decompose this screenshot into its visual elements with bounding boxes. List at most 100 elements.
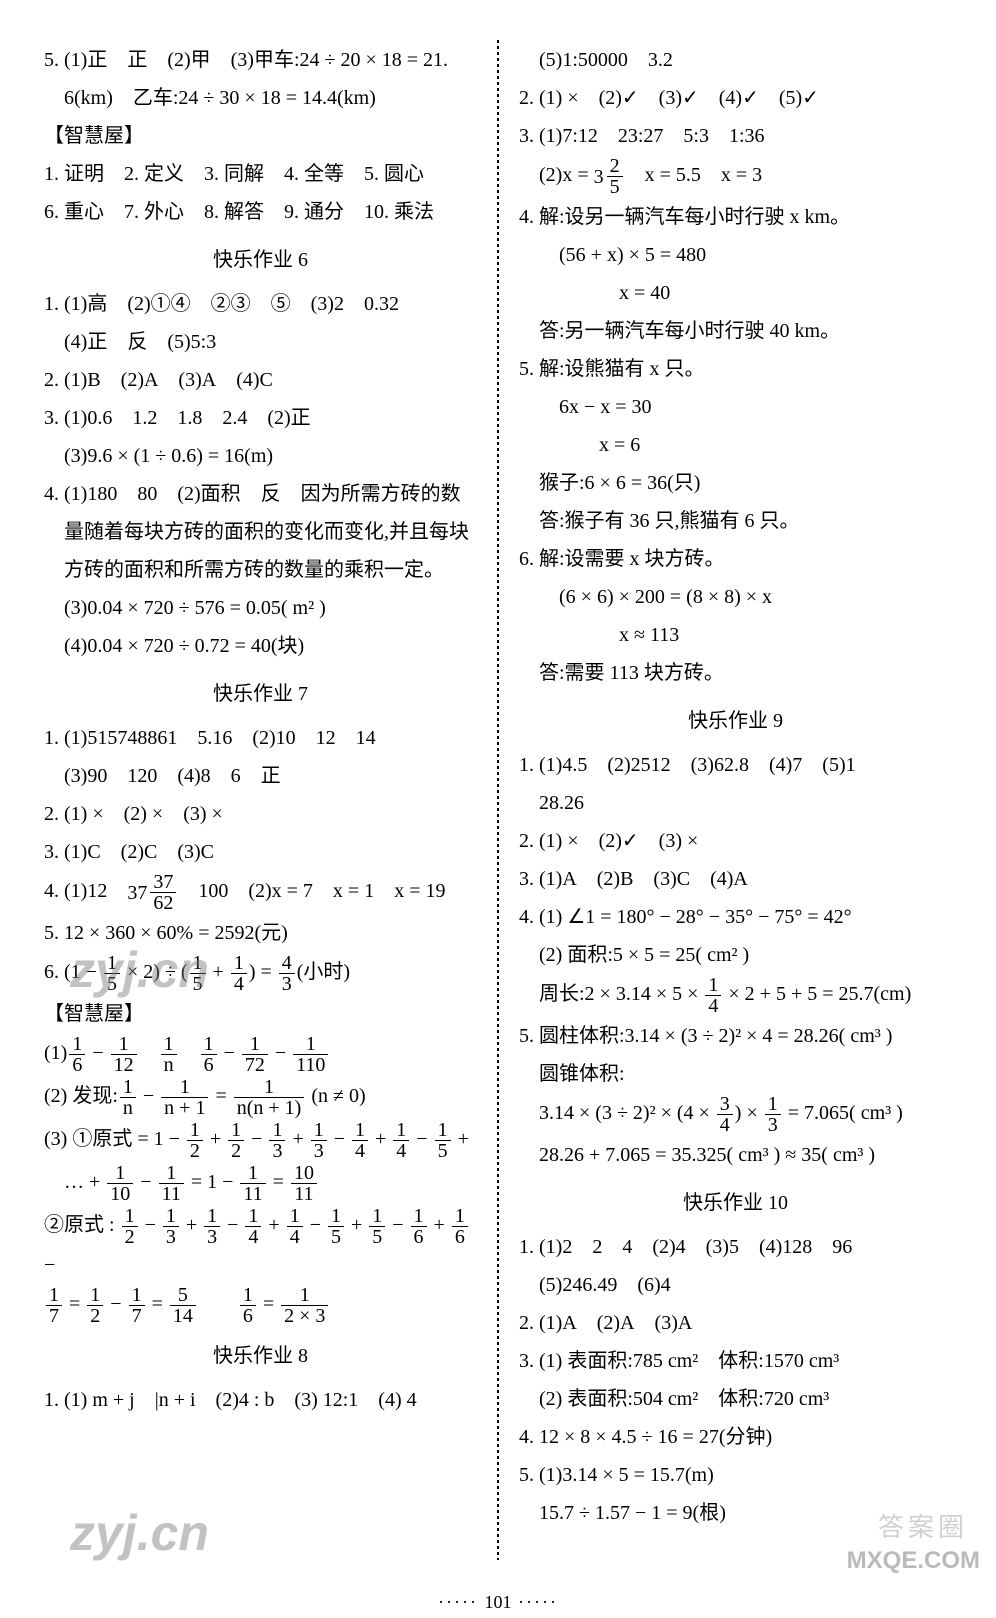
text-line: … + 110 − 111 = 1 − 111 = 1011 [44,1163,477,1204]
text: 3.14 × (3 ÷ 2)² × (4 × [519,1102,715,1124]
text-line: 4. 12 × 8 × 4.5 ÷ 16 = 27(分钟) [519,1419,952,1455]
fraction: 1n [161,1034,177,1075]
text-line: 3. (1)7:12 23:27 5:3 1:36 [519,118,952,154]
fraction: 14 [705,975,721,1016]
section-title: 快乐作业 7 [44,676,477,712]
fraction: 43 [279,953,295,994]
text-line: 28.26 [519,785,952,821]
text-line: 3.14 × (3 ÷ 2)² × (4 × 34) × 13 = 7.065(… [519,1094,952,1135]
fraction: 15 [190,953,206,994]
text-line: 3. (1) 表面积:785 cm² 体积:1570 cm³ [519,1343,952,1379]
text-line: 3. (1)0.6 1.2 1.8 2.4 (2)正 [44,400,477,436]
text-line: 答:猴子有 36 只,熊猫有 6 只。 [519,503,952,539]
text: + [208,961,229,983]
text-line: 1. (1)高 (2)①④ ②③ ⑤ (3)2 0.32 [44,286,477,322]
text-line: 1. (1)4.5 (2)2512 (3)62.8 (4)7 (5)1 [519,747,952,783]
text-line: 28.26 + 7.065 = 35.325( cm³ ) ≈ 35( cm³ … [519,1137,952,1173]
text-line: x = 6 [519,427,952,463]
text-line: (3)90 120 (4)8 6 正 [44,758,477,794]
text-line: 答:需要 113 块方砖。 [519,655,952,691]
fraction: 16 [69,1034,85,1075]
text-line: 4. (1)180 80 (2)面积 反 因为所需方砖的数 [44,476,477,512]
text-line: 1. 证明 2. 定义 3. 同解 4. 全等 5. 圆心 [44,156,477,192]
numerator: 37 [150,872,176,893]
text-line: 答:另一辆汽车每小时行驶 40 km。 [519,313,952,349]
text-line: 【智慧屋】 [44,118,477,154]
text: x = 5.5 x = 3 [625,164,763,186]
fraction: 1n + 1 [161,1077,208,1118]
fraction: 1n(n + 1) [234,1077,305,1118]
text: 100 (2)x = 7 x = 1 x = 19 [178,880,445,902]
text-line: 2. (1) × (2)✓ (3) × [519,823,952,859]
text-line: 6. 解:设需要 x 块方砖。 [519,541,952,577]
text-line: 6. 重心 7. 外心 8. 解答 9. 通分 10. 乘法 [44,194,477,230]
text-line: (3)9.6 × (1 ÷ 0.6) = 16(m) [44,438,477,474]
text-line: (1)16 − 112 1n 16 − 172 − 1110 [44,1034,477,1075]
text-line: 方砖的面积和所需方砖的数量的乘积一定。 [44,552,477,588]
text-line: (3)0.04 × 720 ÷ 576 = 0.05( m² ) [44,590,477,626]
section-title: 快乐作业 6 [44,242,477,278]
denominator: 62 [150,893,176,913]
text-line: 5. (1)3.14 × 5 = 15.7(m) [519,1457,952,1493]
text-line: 5. 解:设熊猫有 x 只。 [519,351,952,387]
text-line: (3) ①原式 = 1 − 12 + 12 − 13 + 13 − 14 + 1… [44,1120,477,1161]
text: (小时) [297,961,350,983]
text-line: 圆锥体积: [519,1056,952,1092]
fraction: 14 [231,953,247,994]
text: (n ≠ 0) [306,1085,365,1107]
fraction: 16 [201,1034,217,1075]
text-line: 1. (1)515748861 5.16 (2)10 12 14 [44,720,477,756]
text-line: 4. (1) ∠1 = 180° − 28° − 35° − 75° = 42° [519,899,952,935]
mixed-fraction: 325 [594,156,625,197]
fraction: 1110 [293,1034,328,1075]
text-line: ②原式 : 12 − 13 + 13 − 14 + 14 − 15 + 15 −… [44,1206,477,1283]
watermark-text: MXQE.COM [847,1539,980,1582]
text-line: 5. 12 × 360 × 60% = 2592(元) [44,915,477,951]
text: = 7.065( cm³ ) [783,1102,903,1124]
text-line: 【智慧屋】 [44,996,477,1032]
text-line: (2) 发现:1n − 1n + 1 = 1n(n + 1) (n ≠ 0) [44,1077,477,1118]
text-line: 1. (1)2 2 4 (2)4 (3)5 (4)128 96 [519,1229,952,1265]
text: (1) [44,1042,67,1064]
whole: 37 [127,875,147,911]
text: × 2) ÷ ( [122,961,188,983]
section-title: 快乐作业 10 [519,1185,952,1221]
text-line: (2)x = 325 x = 5.5 x = 3 [519,156,952,197]
text-line: (5)246.49 (6)4 [519,1267,952,1303]
text-line: 猴子:6 × 6 = 36(只) [519,465,952,501]
text-line: 6x − x = 30 [519,389,952,425]
text-line: (4)正 反 (5)5:3 [44,324,477,360]
page-number: 101 [438,1586,558,1618]
left-column: 5. (1)正 正 (2)甲 (3)甲车:24 ÷ 20 × 18 = 21. … [30,40,491,1560]
text-line: 5. (1)正 正 (2)甲 (3)甲车:24 ÷ 20 × 18 = 21. [44,42,477,78]
text: (3) ①原式 = 1 − [44,1128,185,1150]
text-line: 3. (1)C (2)C (3)C [44,834,477,870]
text-line: 6(km) 乙车:24 ÷ 30 × 18 = 14.4(km) [44,80,477,116]
text-line: (6 × 6) × 200 = (8 × 8) × x [519,579,952,615]
text-line: 周长:2 × 3.14 × 5 × 14 × 2 + 5 + 5 = 25.7(… [519,975,952,1016]
text-line: (2) 面积:5 × 5 = 25( cm² ) [519,937,952,973]
section-title: 快乐作业 9 [519,703,952,739]
section-title: 快乐作业 8 [44,1338,477,1374]
text-line: 2. (1) × (2)✓ (3)✓ (4)✓ (5)✓ [519,80,952,116]
fraction: 1n [120,1077,136,1118]
text-line: 17 = 12 − 17 = 514 16 = 12 × 3 [44,1285,477,1326]
text-line: 2. (1)B (2)A (3)A (4)C [44,362,477,398]
mixed-fraction: 373762 [127,872,178,913]
text-line: 5. 圆柱体积:3.14 × (3 ÷ 2)² × 4 = 28.26( cm³… [519,1018,952,1054]
text: × 2 + 5 + 5 = 25.7(cm) [723,983,911,1005]
fraction: 172 [242,1034,268,1075]
text: (2) 发现: [44,1085,118,1107]
right-column: (5)1:50000 3.2 2. (1) × (2)✓ (3)✓ (4)✓ (… [505,40,966,1560]
text: 6. (1 − [44,961,102,983]
text-line: (5)1:50000 3.2 [519,42,952,78]
text: (2)x = [519,164,594,186]
text: ②原式 : [44,1214,120,1236]
column-divider [497,40,499,1560]
text-line: 2. (1)A (2)A (3)A [519,1305,952,1341]
fraction: 13 [765,1094,781,1135]
text-line: 4. (1)12 373762 100 (2)x = 7 x = 1 x = 1… [44,872,477,913]
text-line: (56 + x) × 5 = 480 [519,237,952,273]
text: 周长:2 × 3.14 × 5 × [519,983,703,1005]
text-line: 量随着每块方砖的面积的变化而变化,并且每块 [44,514,477,550]
